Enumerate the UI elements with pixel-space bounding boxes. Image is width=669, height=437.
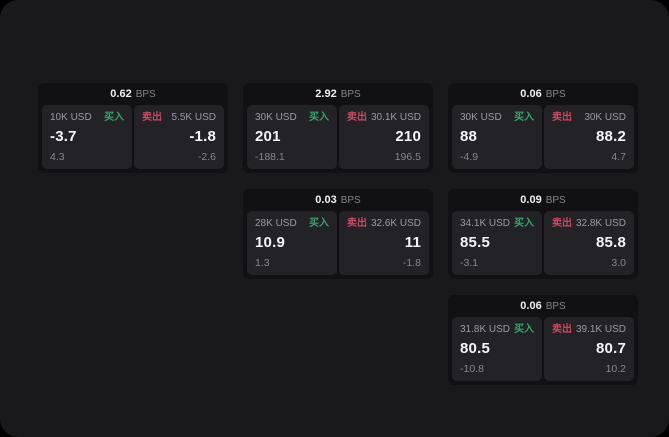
- buy-button[interactable]: 买入: [104, 112, 124, 123]
- buy-price: 201: [255, 128, 281, 145]
- buy-sub-value: -188.1: [255, 151, 285, 163]
- buy-button[interactable]: 买入: [309, 218, 329, 229]
- quote-card: 2.92 BPS 30K USD 买入 201 -188.1 卖出 30.1K …: [243, 83, 433, 173]
- sell-button[interactable]: 卖出: [347, 112, 367, 123]
- sell-size-label: 32.8K USD: [575, 218, 626, 229]
- sell-button[interactable]: 卖出: [552, 218, 572, 229]
- sell-price: 85.8: [596, 234, 626, 251]
- buy-sub-value: -10.8: [460, 363, 484, 375]
- sell-sub-value: 10.2: [605, 363, 626, 375]
- buy-button[interactable]: 买入: [514, 112, 534, 123]
- buy-panel[interactable]: 34.1K USD 买入 85.5 -3.1: [452, 211, 542, 275]
- sell-panel[interactable]: 卖出 5.5K USD -1.8 -2.6: [134, 105, 224, 169]
- sell-sub-value: 196.5: [394, 151, 421, 163]
- buy-sub-value: -4.9: [460, 151, 479, 163]
- sell-size-label: 39.1K USD: [575, 324, 626, 335]
- buy-button[interactable]: 买入: [309, 112, 329, 123]
- bps-unit-label: BPS: [340, 194, 361, 206]
- buy-sub-value: 4.3: [50, 151, 65, 163]
- sell-button[interactable]: 卖出: [552, 112, 572, 123]
- bps-value: 0.62: [110, 88, 132, 100]
- sell-panel[interactable]: 卖出 39.1K USD 80.7 10.2: [544, 317, 634, 381]
- sell-button[interactable]: 卖出: [347, 218, 367, 229]
- bps-header: 2.92 BPS: [247, 83, 429, 105]
- quote-card: 0.03 BPS 28K USD 买入 10.9 1.3 卖出 32.6K US…: [243, 189, 433, 279]
- bps-unit-label: BPS: [545, 88, 566, 100]
- bps-header: 0.09 BPS: [452, 189, 634, 211]
- sell-price: 88.2: [596, 128, 626, 145]
- buy-button[interactable]: 买入: [514, 324, 534, 335]
- sell-panel[interactable]: 卖出 32.8K USD 85.8 3.0: [544, 211, 634, 275]
- sell-size-label: 32.6K USD: [370, 218, 421, 229]
- buy-price: 88: [460, 128, 478, 145]
- bps-unit-label: BPS: [135, 88, 156, 100]
- buy-size-label: 34.1K USD: [460, 218, 511, 229]
- buy-size-label: 10K USD: [50, 112, 92, 123]
- buy-size-label: 28K USD: [255, 218, 297, 229]
- bps-header: 0.62 BPS: [42, 83, 224, 105]
- sell-sub-value: -1.8: [402, 257, 421, 269]
- quote-card: 0.06 BPS 30K USD 买入 88 -4.9 卖出 30K USD: [448, 83, 638, 173]
- bps-unit-label: BPS: [340, 88, 361, 100]
- buy-panel[interactable]: 30K USD 买入 88 -4.9: [452, 105, 542, 169]
- bps-header: 0.03 BPS: [247, 189, 429, 211]
- sell-sub-value: 3.0: [611, 257, 626, 269]
- bps-value: 2.92: [315, 88, 337, 100]
- quote-card: 0.06 BPS 31.8K USD 买入 80.5 -10.8 卖出 39.1…: [448, 295, 638, 385]
- sell-price: -1.8: [189, 128, 216, 145]
- sell-price: 80.7: [596, 340, 626, 357]
- sell-size-label: 30K USD: [584, 112, 626, 123]
- quote-card-grid: 0.62 BPS 10K USD 买入 -3.7 4.3 卖出 5.5K USD: [38, 83, 638, 385]
- buy-size-label: 31.8K USD: [460, 324, 511, 335]
- buy-size-label: 30K USD: [460, 112, 502, 123]
- buy-price: 80.5: [460, 340, 490, 357]
- buy-sub-value: -3.1: [460, 257, 479, 269]
- buy-panel[interactable]: 10K USD 买入 -3.7 4.3: [42, 105, 132, 169]
- sell-button[interactable]: 卖出: [552, 324, 572, 335]
- buy-price: 85.5: [460, 234, 490, 251]
- buy-panel[interactable]: 30K USD 买入 201 -188.1: [247, 105, 337, 169]
- buy-sub-value: 1.3: [255, 257, 270, 269]
- buy-price: -3.7: [50, 128, 77, 145]
- sell-panel[interactable]: 卖出 30.1K USD 210 196.5: [339, 105, 429, 169]
- sell-panel[interactable]: 卖出 32.6K USD 11 -1.8: [339, 211, 429, 275]
- bps-unit-label: BPS: [545, 194, 566, 206]
- quote-card: 0.62 BPS 10K USD 买入 -3.7 4.3 卖出 5.5K USD: [38, 83, 228, 173]
- sell-panel[interactable]: 卖出 30K USD 88.2 4.7: [544, 105, 634, 169]
- bps-header: 0.06 BPS: [452, 83, 634, 105]
- buy-price: 10.9: [255, 234, 285, 251]
- buy-button[interactable]: 买入: [514, 218, 534, 229]
- sell-size-label: 30.1K USD: [370, 112, 421, 123]
- bps-value: 0.09: [520, 194, 542, 206]
- bps-value: 0.06: [520, 300, 542, 312]
- sell-price: 11: [404, 234, 421, 251]
- bps-header: 0.06 BPS: [452, 295, 634, 317]
- sell-size-label: 5.5K USD: [171, 112, 216, 123]
- buy-panel[interactable]: 28K USD 买入 10.9 1.3: [247, 211, 337, 275]
- sell-sub-value: 4.7: [611, 151, 626, 163]
- buy-size-label: 30K USD: [255, 112, 297, 123]
- bps-unit-label: BPS: [545, 300, 566, 312]
- bps-value: 0.03: [315, 194, 337, 206]
- buy-panel[interactable]: 31.8K USD 买入 80.5 -10.8: [452, 317, 542, 381]
- quote-card: 0.09 BPS 34.1K USD 买入 85.5 -3.1 卖出 32.8K…: [448, 189, 638, 279]
- sell-button[interactable]: 卖出: [142, 112, 162, 123]
- sell-sub-value: -2.6: [197, 151, 216, 163]
- bps-value: 0.06: [520, 88, 542, 100]
- sell-price: 210: [395, 128, 421, 145]
